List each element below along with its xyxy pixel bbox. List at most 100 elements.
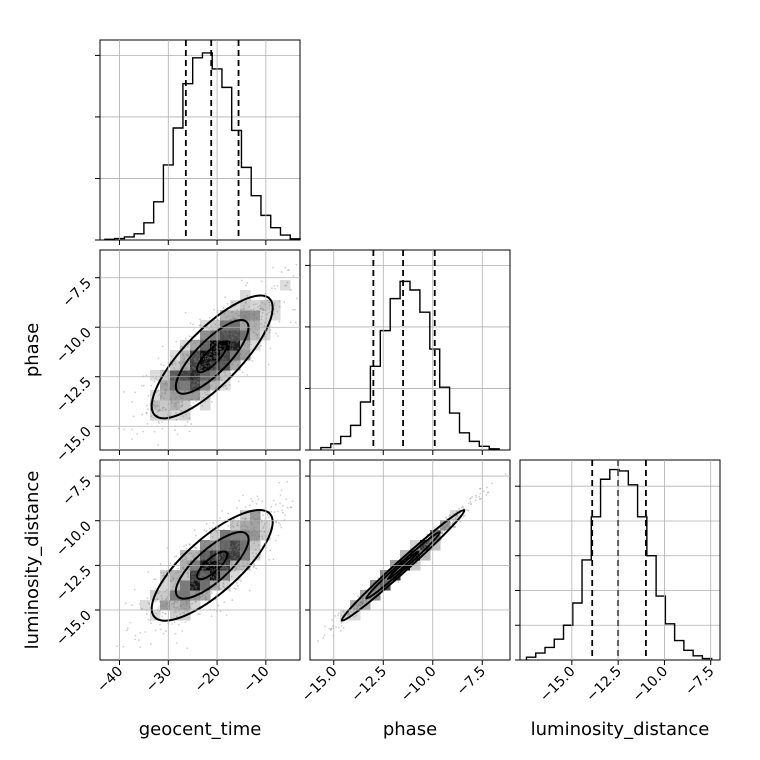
scatter-point	[446, 523, 449, 526]
scatter-point	[90, 666, 92, 668]
scatter-point	[219, 348, 222, 350]
scatter-point	[184, 555, 187, 558]
density-cell	[240, 530, 251, 541]
scatter-point	[205, 585, 207, 588]
scatter-point	[242, 315, 245, 317]
scatter-point	[189, 387, 192, 390]
density-cell	[170, 370, 181, 381]
density-cell	[280, 280, 291, 291]
scatter-point	[165, 602, 168, 605]
scatter-point	[214, 335, 216, 338]
scatter-point	[229, 333, 232, 336]
scatter-point	[447, 521, 450, 524]
scatter-point	[312, 492, 314, 494]
scatter-point	[189, 570, 192, 573]
scatter-point	[353, 605, 356, 608]
density-cell	[190, 350, 201, 361]
scatter-point	[234, 555, 237, 558]
scatter-point	[219, 345, 222, 347]
density-cell	[230, 520, 241, 531]
scatter-point	[203, 346, 206, 349]
scatter-point	[217, 562, 220, 565]
scatter-point	[251, 552, 254, 554]
scatter-point	[166, 602, 169, 605]
scatter-point	[373, 589, 376, 592]
density-cell	[270, 300, 281, 311]
scatter-point	[441, 531, 444, 534]
scatter-point	[223, 552, 226, 555]
scatter-point	[175, 401, 177, 404]
scatter-point	[205, 554, 208, 557]
scatter-point	[230, 526, 232, 529]
scatter-point	[262, 309, 264, 312]
scatter-point	[235, 551, 237, 554]
density-cell	[210, 330, 221, 341]
scatter-point	[491, 482, 493, 485]
scatter-point	[259, 304, 261, 307]
scatter-point	[204, 358, 207, 360]
scatter-point	[209, 548, 212, 551]
scatter-point	[214, 585, 216, 588]
density-cell	[200, 360, 211, 371]
scatter-point	[273, 304, 276, 306]
scatter-point	[248, 589, 251, 592]
scatter-point	[169, 579, 172, 582]
scatter-point	[236, 334, 239, 337]
scatter-point	[384, 580, 387, 583]
scatter-point	[154, 578, 157, 581]
scatter-point	[174, 595, 177, 598]
scatter-point	[251, 500, 254, 503]
scatter-point	[206, 552, 209, 554]
scatter-point	[229, 347, 231, 350]
scatter-point	[221, 543, 224, 546]
scatter-point	[263, 523, 266, 526]
scatter-point	[189, 382, 192, 385]
scatter-point	[205, 566, 207, 569]
scatter-point	[154, 404, 157, 407]
scatter-point	[172, 578, 175, 581]
scatter-point	[222, 547, 225, 550]
scatter-point	[378, 586, 381, 589]
scatter-point	[189, 363, 192, 365]
scatter-point	[190, 423, 193, 425]
scatter-point	[256, 336, 259, 339]
scatter-point	[247, 350, 250, 353]
scatter-point	[229, 344, 232, 347]
scatter-point	[162, 382, 165, 385]
scatter-point	[211, 367, 214, 370]
density-cell	[170, 590, 181, 601]
scatter-point	[161, 409, 164, 412]
scatter-point	[185, 544, 188, 546]
scatter-point	[200, 369, 203, 372]
scatter-point	[194, 367, 197, 370]
scatter-point	[162, 364, 165, 367]
scatter-point	[192, 573, 194, 575]
scatter-point	[212, 329, 215, 331]
scatter-point	[292, 274, 295, 277]
scatter-point	[250, 312, 253, 315]
scatter-point	[239, 554, 242, 557]
scatter-point	[202, 330, 205, 333]
scatter-point	[193, 391, 196, 394]
scatter-point	[427, 541, 430, 544]
scatter-point	[161, 392, 163, 395]
scatter-point	[223, 361, 226, 363]
density-cell	[190, 550, 201, 561]
scatter-point	[248, 546, 251, 549]
scatter-point	[235, 318, 237, 321]
scatter-point	[201, 557, 204, 559]
scatter-point	[243, 315, 246, 318]
scatter-point	[201, 555, 204, 558]
scatter-frame	[309, 459, 511, 661]
scatter-point	[253, 527, 256, 529]
scatter-point	[224, 334, 227, 337]
scatter-point	[227, 337, 230, 340]
hist-2-xtick-label: −12.5	[583, 664, 625, 706]
scatter-point	[212, 575, 215, 578]
scatter-point	[355, 614, 358, 617]
scatter-point	[232, 331, 235, 334]
density-cell	[230, 360, 241, 371]
scatter-point	[258, 544, 260, 547]
density-cell	[250, 550, 261, 561]
scatter-point	[198, 613, 201, 616]
